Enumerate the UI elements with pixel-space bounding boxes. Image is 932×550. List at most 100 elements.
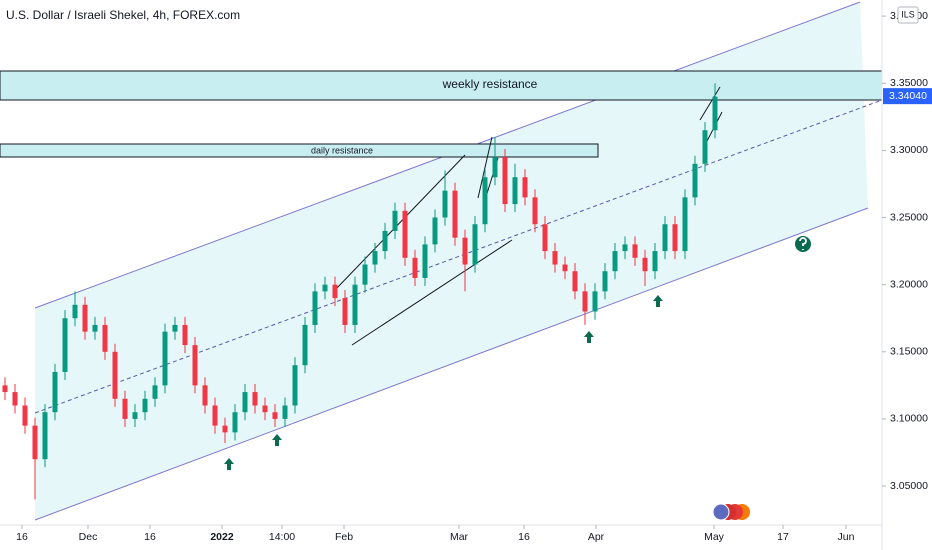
y-tick-label: 3.15000 xyxy=(890,346,928,358)
candle-body xyxy=(702,130,708,164)
x-tick-label: May xyxy=(704,531,725,543)
candle-body xyxy=(642,257,648,272)
candle-body xyxy=(122,398,128,419)
candle-body xyxy=(532,197,538,225)
y-tick-label: 3.10000 xyxy=(890,413,928,425)
candle-body xyxy=(252,392,258,406)
currency-badge[interactable] xyxy=(897,6,919,24)
candle-body xyxy=(522,177,528,198)
channel-mid xyxy=(34,99,883,414)
x-tick-label: 14:00 xyxy=(269,531,295,543)
candle-body xyxy=(222,425,228,433)
candle-body xyxy=(342,298,348,325)
candle-body xyxy=(132,412,138,419)
candle-body xyxy=(2,385,8,393)
candle-body xyxy=(662,224,668,252)
candle-body xyxy=(672,224,678,252)
candle-body xyxy=(212,405,218,426)
last-price-label: 3.34040 xyxy=(889,90,927,102)
candle-body xyxy=(692,163,698,198)
candle-body xyxy=(542,224,548,252)
candle-body xyxy=(582,291,588,312)
x-tick-label: Jun xyxy=(838,531,855,543)
candle-body xyxy=(592,291,598,312)
candle-body xyxy=(502,157,508,205)
candle-body xyxy=(82,304,88,332)
candle-body xyxy=(152,385,158,399)
x-tick-label: 16 xyxy=(518,531,530,543)
candle-body xyxy=(362,264,368,285)
arrows xyxy=(224,295,663,470)
candle-body xyxy=(142,398,148,413)
candle-body xyxy=(452,190,458,238)
x-tick-label: 16 xyxy=(144,531,156,543)
x-tick-label: Mar xyxy=(450,531,469,543)
candle-body xyxy=(172,324,178,332)
candle-body xyxy=(42,412,48,460)
y-tick-label: 3.05000 xyxy=(890,480,928,492)
candle-body xyxy=(52,371,58,413)
candle-body xyxy=(12,392,18,406)
channel-fill xyxy=(35,2,868,520)
daily-label: daily resistance xyxy=(311,145,373,155)
candle-body xyxy=(22,405,28,426)
candle-body xyxy=(312,291,318,325)
candle-body xyxy=(562,264,568,272)
candle-body xyxy=(382,230,388,252)
event-icons xyxy=(712,503,750,521)
candle-body xyxy=(62,318,68,372)
question-mark xyxy=(799,237,807,250)
candle-body xyxy=(32,425,38,460)
candle-body xyxy=(422,244,428,278)
currency-label: ILS xyxy=(901,9,915,19)
candle-body xyxy=(552,251,558,265)
candle-body xyxy=(272,412,278,419)
candle-body xyxy=(412,257,418,278)
candle-body xyxy=(472,224,478,265)
y-tick-label: 3.20000 xyxy=(890,278,928,290)
candle-body xyxy=(612,251,618,272)
candle-body xyxy=(402,210,408,258)
channel-lower xyxy=(34,207,869,521)
candle-body xyxy=(512,177,518,205)
y-tick-label: 3.35000 xyxy=(890,77,928,89)
candle-body xyxy=(102,324,108,352)
x-tick-label: Apr xyxy=(588,531,605,543)
candle-body xyxy=(182,324,188,346)
candles xyxy=(2,83,718,500)
candle-body xyxy=(262,405,268,413)
candle-body xyxy=(372,251,378,265)
y-tick-label: 3.25000 xyxy=(890,211,928,223)
candle-body xyxy=(442,190,448,218)
candle-body xyxy=(112,351,118,399)
daily-zone xyxy=(0,143,599,158)
candle-body xyxy=(282,405,288,419)
x-tick-label: 2022 xyxy=(210,531,234,543)
candle-body xyxy=(622,244,628,252)
candle-body xyxy=(602,271,608,292)
candle-body xyxy=(302,324,308,366)
pattern-lines xyxy=(334,86,723,346)
x-tick-label: 16 xyxy=(16,531,28,543)
x-tick-label: Feb xyxy=(335,531,353,543)
candle-body xyxy=(72,304,78,319)
last-price-tag xyxy=(883,88,932,105)
candle-body xyxy=(332,284,338,299)
candle-body xyxy=(322,284,328,292)
candle-body xyxy=(192,345,198,386)
candle-body xyxy=(572,271,578,292)
candle-body xyxy=(162,331,168,386)
candle-body xyxy=(482,177,488,225)
y-tick-label: 3.30000 xyxy=(890,144,928,156)
weekly-label: weekly resistance xyxy=(442,77,538,91)
chart-title: U.S. Dollar / Israeli Shekel, 4h, FOREX.… xyxy=(6,8,240,22)
candle-body xyxy=(352,284,358,325)
candle-body xyxy=(632,244,638,258)
candle-body xyxy=(242,392,248,413)
candle-body xyxy=(492,157,498,178)
candle-body xyxy=(712,96,718,131)
x-tick-label: 17 xyxy=(777,531,789,543)
weekly-zone xyxy=(0,70,883,101)
candle-body xyxy=(432,217,438,245)
